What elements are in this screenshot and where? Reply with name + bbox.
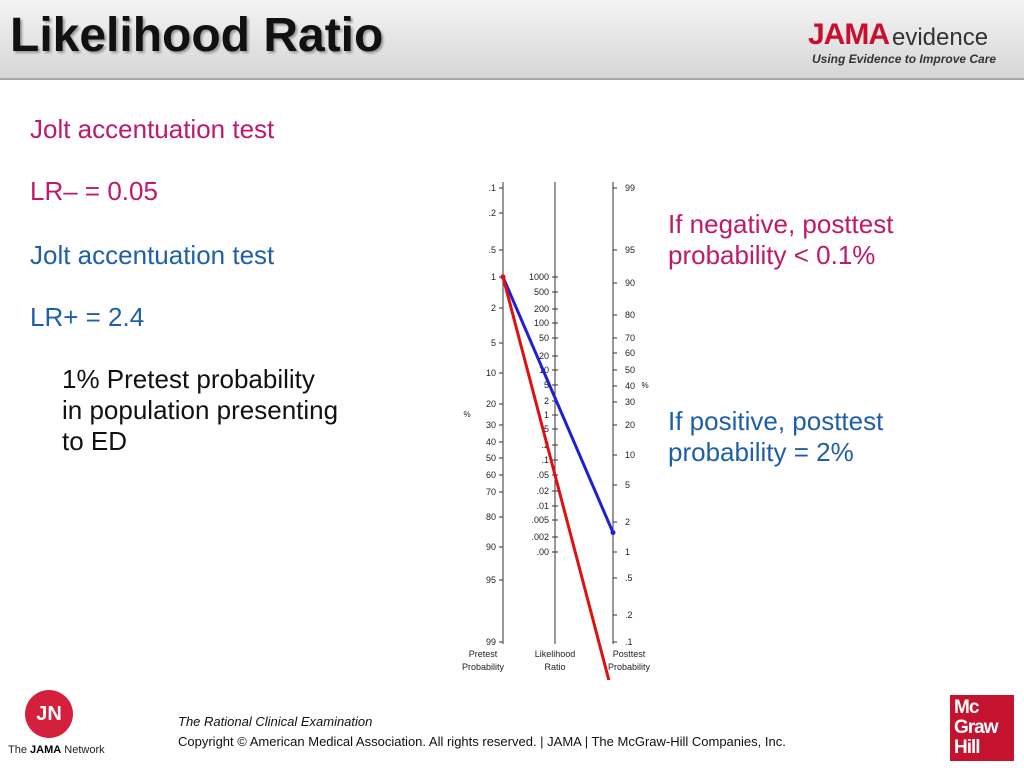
pretest-tick-label: 99	[486, 637, 496, 647]
jn-mark: JN	[25, 690, 73, 738]
network-brand: JAMA	[30, 744, 62, 756]
posttest-axis-label: Posttest	[613, 649, 646, 659]
jama-network-logo: JN The JAMA Network	[8, 690, 118, 764]
positive-line-1: If positive, posttest	[668, 406, 884, 436]
pretest-tick-label: 20	[486, 399, 496, 409]
posttest-tick-label: 70	[625, 333, 635, 343]
posttest-tick-label: 80	[625, 310, 635, 320]
posttest-tick-label: 2	[625, 517, 630, 527]
posttest-tick-label: 50	[625, 365, 635, 375]
pretest-tick-label: 30	[486, 420, 496, 430]
negative-result-note: If negative, posttest probability < 0.1%	[668, 209, 893, 271]
posttest-tick-label: 90	[625, 278, 635, 288]
posttest-tick-label: .2	[625, 610, 633, 620]
posttest-tick-label: 60	[625, 348, 635, 358]
pretest-axis-label: Probability	[462, 662, 505, 672]
page-title: Likelihood Ratio	[10, 9, 384, 62]
jolt-test-label-positive: Jolt accentuation test	[30, 240, 275, 270]
lr-negative-value: LR– = 0.05	[30, 176, 158, 206]
jama-evidence-logo: JAMA evidence Using Evidence to Improve …	[808, 18, 1013, 68]
lr-tick-label: .00	[536, 547, 549, 557]
jama-network-text: The JAMA Network	[8, 744, 105, 756]
nomogram-point-positive-end	[610, 530, 616, 536]
pretest-axis-label: Pretest	[469, 649, 498, 659]
posttest-tick-label: 30	[625, 397, 635, 407]
posttest-tick-label: 10	[625, 450, 635, 460]
pretest-tick-label: 1	[491, 272, 496, 282]
positive-line-2: probability = 2%	[668, 437, 854, 467]
nomogram-line-negative	[501, 275, 611, 680]
posttest-tick-label: 20	[625, 420, 635, 430]
lr-tick-label: .2	[541, 440, 549, 450]
pretest-tick-label: 50	[486, 453, 496, 463]
pretest-tick-label: .1	[488, 183, 496, 193]
nomogram-svg: .1 .2 .5 1 2 5 10 20 30 40 50 60 70 80 90 95 99 99 95 90 80 7…	[462, 182, 651, 680]
footer-source: The Rational Clinical Examination	[178, 714, 373, 729]
nomogram-point-negative-start	[500, 274, 506, 280]
lr-tick-label: 50	[539, 333, 549, 343]
lr-tick-label: .002	[531, 532, 549, 542]
negative-line-2: probability < 0.1%	[668, 240, 876, 270]
lr-tick-label: .5	[541, 424, 549, 434]
pretest-line-3: to ED	[62, 426, 128, 456]
lr-axis-label: Likelihood	[535, 649, 576, 659]
lr-tick-label: 1	[544, 410, 549, 420]
lr-tick-label: 500	[534, 287, 549, 297]
posttest-tick-label: 40	[625, 381, 635, 391]
network-prefix: The	[8, 744, 27, 756]
pretest-tick-label: 2	[491, 303, 496, 313]
pretest-percent-symbol: %	[463, 410, 470, 419]
pretest-line-1: 1% Pretest probability	[62, 364, 315, 394]
lr-tick-label: .01	[536, 501, 549, 511]
pretest-tick-label: .5	[488, 245, 496, 255]
fagan-nomogram: .1 .2 .5 1 2 5 10 20 30 40 50 60 70 80 90 95 99 99 95 90 80 7…	[440, 170, 670, 680]
jama-brand-text: JAMA	[808, 18, 890, 51]
lr-axis-label: Ratio	[544, 662, 565, 672]
posttest-tick-label: .1	[625, 637, 633, 647]
pretest-description: 1% Pretest probability in population pre…	[62, 364, 338, 457]
jolt-test-label-negative: Jolt accentuation test	[30, 114, 275, 144]
evidence-brand-text: evidence	[892, 24, 989, 51]
lr-tick-label: .005	[531, 515, 549, 525]
pretest-tick-label: 5	[491, 338, 496, 348]
posttest-tick-label: 95	[625, 245, 635, 255]
lr-tick-label: 200	[534, 304, 549, 314]
pretest-tick-label: .2	[488, 208, 496, 218]
lr-tick-label: .02	[536, 486, 549, 496]
posttest-tick-label: 99	[625, 183, 635, 193]
negative-line-1: If negative, posttest	[668, 209, 894, 239]
pretest-tick-label: 40	[486, 437, 496, 447]
lr-tick-label: 1000	[529, 272, 549, 282]
pretest-tick-label: 80	[486, 512, 496, 522]
footer-copyright: Copyright © American Medical Association…	[178, 734, 786, 749]
posttest-tick-label: 1	[625, 547, 630, 557]
positive-result-note: If positive, posttest probability = 2%	[668, 406, 883, 468]
mcg-line-3: Hill	[954, 737, 981, 758]
pretest-tick-label: 60	[486, 470, 496, 480]
lr-positive-value: LR+ = 2.4	[30, 302, 145, 332]
posttest-tick-label: .5	[625, 573, 633, 583]
lr-tick-label: 100	[534, 318, 549, 328]
lr-tick-label: .1	[541, 455, 549, 465]
posttest-percent-symbol: %	[641, 381, 648, 390]
jama-tagline: Using Evidence to Improve Care	[812, 52, 997, 66]
lr-tick-label: 5	[544, 380, 549, 390]
mcg-line-2: Graw	[954, 717, 999, 738]
lr-tick-label: .05	[536, 470, 549, 480]
posttest-tick-label: 5	[625, 480, 630, 490]
posttest-axis-label: Probability	[608, 662, 651, 672]
nomogram-line-positive	[501, 275, 615, 535]
title-bar: Likelihood Ratio JAMA evidence Using Evi…	[0, 0, 1024, 80]
pretest-tick-label: 90	[486, 542, 496, 552]
mcgraw-hill-logo: Mc Graw Hill	[950, 695, 1014, 761]
network-suffix: Network	[64, 744, 105, 756]
mcg-line-1: Mc	[954, 697, 979, 718]
pretest-line-2: in population presenting	[62, 395, 339, 425]
pretest-tick-label: 10	[486, 368, 496, 378]
lr-tick-label: 20	[539, 351, 549, 361]
pretest-tick-label: 95	[486, 575, 496, 585]
lr-tick-label: 2	[544, 396, 549, 406]
pretest-tick-label: 70	[486, 487, 496, 497]
